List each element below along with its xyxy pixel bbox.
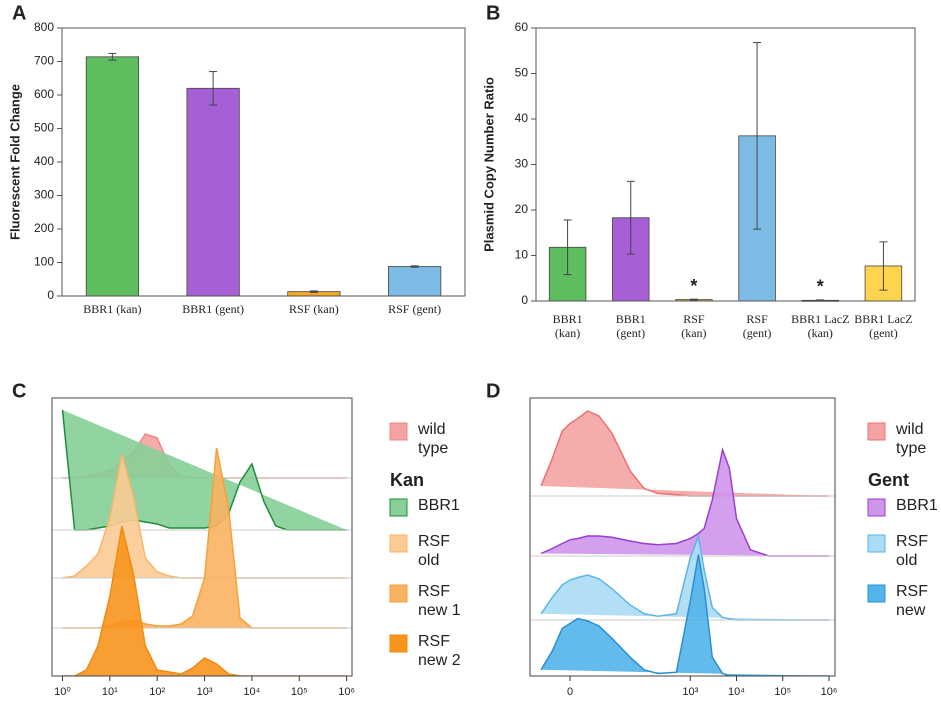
annotation: * xyxy=(690,276,697,296)
y-tick-label: 100 xyxy=(34,255,54,269)
x-tick-label: 10⁰ xyxy=(54,686,71,698)
legend-label: wild type xyxy=(418,421,449,457)
bar xyxy=(388,266,442,297)
legend-label: RSF new xyxy=(896,583,928,619)
histogram xyxy=(540,554,829,676)
histogram xyxy=(62,525,347,676)
y-tick-label: 20 xyxy=(515,202,529,216)
panel-label: C xyxy=(12,380,26,402)
y-tick-label: 0 xyxy=(47,288,54,302)
y-tick-label: 10 xyxy=(515,248,529,262)
y-tick-label: 60 xyxy=(515,20,529,34)
y-axis-label: Fluorescent Fold Change xyxy=(7,84,22,240)
bar xyxy=(186,87,240,297)
bar xyxy=(85,56,139,297)
plot-frame xyxy=(51,397,353,677)
x-tick-label: 0 xyxy=(567,686,573,698)
y-tick-label: 200 xyxy=(34,221,54,235)
x-tick-label: RSF (gent) xyxy=(742,312,772,340)
x-tick-label: 10⁵ xyxy=(774,686,791,698)
plot-frame xyxy=(61,27,466,297)
x-tick-label: 10⁶ xyxy=(821,686,838,698)
legend-swatch xyxy=(867,534,886,553)
legend-swatch xyxy=(389,634,408,653)
plot-frame xyxy=(535,27,916,302)
error-bar xyxy=(108,52,117,61)
histogram xyxy=(540,447,829,557)
legend-swatch xyxy=(389,498,408,517)
x-tick-label: BBR1 (gent) xyxy=(615,312,646,340)
y-axis-label: Plasmid Copy Number Ratio xyxy=(481,77,496,252)
legend-label: RSF new 2 xyxy=(418,633,461,669)
legend-title: Kan xyxy=(390,470,425,490)
panel-label: B xyxy=(486,2,500,24)
legend-swatch xyxy=(389,534,408,553)
x-tick-label: 10¹ xyxy=(102,686,118,698)
legend-label: BBR1 xyxy=(896,497,938,514)
error-bar xyxy=(879,241,888,291)
error-bar xyxy=(309,290,318,293)
legend-swatch xyxy=(389,422,408,441)
legend-label: RSF new 1 xyxy=(418,583,461,619)
panel-label: D xyxy=(486,380,500,402)
y-tick-label: 700 xyxy=(34,54,54,68)
legend-label: RSF old xyxy=(418,533,450,569)
y-tick-label: 400 xyxy=(34,154,54,168)
x-tick-label: BBR1 LacZ (gent) xyxy=(854,312,913,340)
legend-swatch xyxy=(389,584,408,603)
y-tick-label: 50 xyxy=(515,66,529,80)
panel-label: A xyxy=(12,2,26,24)
x-tick-label: 10⁶ xyxy=(338,686,355,698)
error-bar xyxy=(689,298,698,301)
x-tick-label: BBR1 (kan) xyxy=(552,312,583,340)
x-tick-label: 10² xyxy=(149,686,165,698)
error-bar xyxy=(626,180,635,255)
x-tick-label: 10³ xyxy=(197,686,213,698)
y-tick-label: 40 xyxy=(515,111,529,125)
legend-label: BBR1 xyxy=(418,497,460,514)
x-tick-label: RSF (kan) xyxy=(289,302,339,316)
ridges xyxy=(52,409,352,676)
error-bar xyxy=(563,219,572,276)
legend-title: Gent xyxy=(868,470,910,490)
histogram xyxy=(540,410,829,497)
y-tick-label: 300 xyxy=(34,188,54,202)
annotation: * xyxy=(817,277,824,297)
x-tick-label: RSF (kan) xyxy=(681,312,707,340)
legend-label: RSF old xyxy=(896,533,928,569)
x-tick-label: 10⁴ xyxy=(728,686,745,698)
x-tick-label: BBR1 LacZ (kan) xyxy=(791,312,850,340)
x-tick-label: 10⁴ xyxy=(243,686,260,698)
legend-swatch xyxy=(867,584,886,603)
y-tick-label: 600 xyxy=(34,87,54,101)
legend-swatch xyxy=(867,498,886,517)
x-tick-label: RSF (gent) xyxy=(388,302,442,316)
y-tick-label: 30 xyxy=(515,157,529,171)
y-tick-label: 500 xyxy=(34,121,54,135)
error-bar xyxy=(753,42,762,230)
plot-frame xyxy=(529,397,836,677)
ridges xyxy=(530,410,835,676)
error-bar xyxy=(410,265,419,268)
histogram xyxy=(61,409,347,531)
x-tick-label: BBR1 (gent) xyxy=(182,302,244,316)
y-tick-label: 800 xyxy=(34,20,54,34)
x-tick-label: 10³ xyxy=(682,686,698,698)
x-tick-label: BBR1 (kan) xyxy=(83,302,142,316)
legend-label: wild type xyxy=(896,421,927,457)
y-tick-label: 0 xyxy=(521,293,528,307)
legend-swatch xyxy=(867,422,886,441)
error-bar xyxy=(209,71,218,106)
x-tick-label: 10⁵ xyxy=(291,686,308,698)
